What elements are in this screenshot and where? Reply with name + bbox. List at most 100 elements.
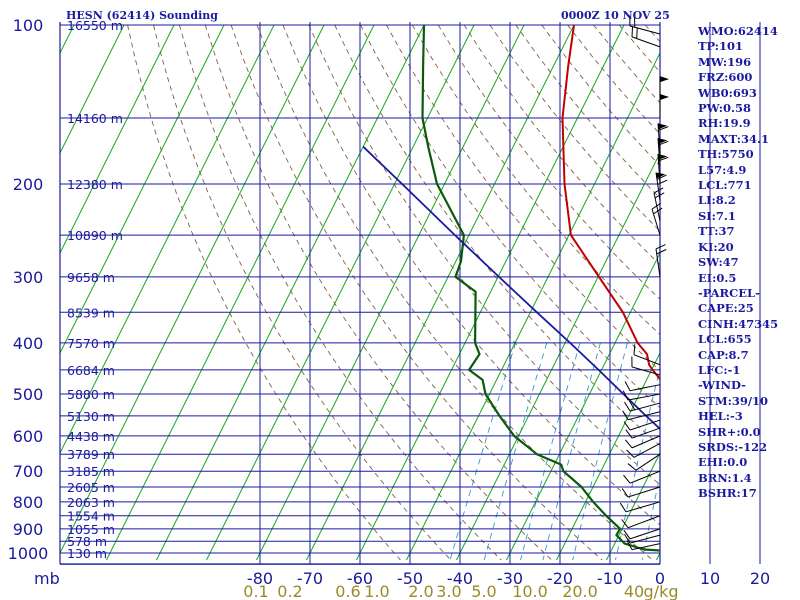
temperature-tick-label: -80	[247, 569, 273, 588]
wind-barb-feather	[624, 401, 631, 412]
height-label: 6684 m	[67, 363, 115, 378]
pressure-tick-label: 300	[13, 268, 44, 287]
temperature-tick-label: -10	[597, 569, 623, 588]
height-label: 10890 m	[67, 228, 123, 243]
temperature-tick-label: -40	[447, 569, 473, 588]
height-label: 130 m	[67, 546, 107, 561]
wind-barb-shaft	[629, 419, 661, 431]
index-line: KI:20	[698, 239, 734, 254]
dry-adiabats	[127, 24, 800, 563]
mixing-ratio-label: 1.0	[364, 582, 389, 600]
isotherm	[105, 24, 375, 560]
isotherm	[305, 24, 575, 560]
wind-barb	[622, 390, 661, 401]
wind-barb	[624, 400, 661, 412]
isotherm	[255, 24, 525, 560]
isotherm	[355, 24, 625, 560]
wind-barb-feather	[628, 400, 636, 411]
wind-barb-feather	[626, 449, 635, 458]
wind-barb-shaft	[629, 384, 661, 392]
pressure-grid	[59, 22, 761, 565]
wind-barb	[622, 410, 661, 421]
temperature-tick-label: 20	[750, 569, 770, 588]
temperature-tick-label: -70	[297, 569, 323, 588]
height-label: 3789 m	[67, 447, 115, 462]
index-line: MAXT:34.1	[698, 131, 769, 146]
wind-barb-feather	[624, 439, 633, 449]
wind-barb-feather	[622, 390, 629, 401]
mixing-ratio-line	[520, 342, 581, 560]
wind-barb-feather	[624, 381, 631, 391]
height-label: 5130 m	[67, 409, 115, 424]
wind-barb	[657, 138, 669, 167]
index-line: SW:47	[698, 255, 739, 270]
wind-barb-feather	[621, 519, 629, 529]
wind-barb-shaft	[633, 354, 661, 366]
mixing-ratio-label: g/kg	[644, 582, 679, 600]
mixing-ratio-line	[542, 342, 601, 560]
wind-barb	[624, 435, 661, 449]
height-label: 4438 m	[67, 429, 115, 444]
dry-adiabat	[153, 24, 452, 560]
pressure-unit-label: mb	[34, 569, 60, 588]
wind-barb-shaft	[625, 501, 661, 513]
index-line: LCL:655	[698, 332, 752, 347]
wind-barb-feather	[619, 502, 627, 513]
wind-barb-feather	[658, 126, 669, 131]
index-line: BRN:1.4	[698, 470, 752, 485]
wind-barb	[655, 172, 668, 201]
mixing-ratio-label: 5.0	[471, 582, 496, 600]
wind-barb-shaft	[629, 470, 661, 484]
wind-barb-shaft	[635, 453, 661, 471]
wind-barb	[626, 442, 661, 458]
wind-barb-shaft	[657, 138, 661, 167]
dry-adiabat	[775, 25, 800, 563]
mixing-ratio-label: 0.1	[243, 582, 268, 600]
wind-barb-shaft	[627, 486, 661, 498]
wind-barbs	[619, 15, 669, 551]
index-line: WB0:693	[698, 85, 757, 100]
isotherm	[455, 151, 660, 560]
index-line: EHI:0.0	[698, 455, 748, 470]
pressure-tick-label: 800	[13, 493, 44, 512]
index-line: TH:5750	[698, 147, 754, 162]
index-line: WMO:62414	[698, 24, 778, 38]
stability-indices-panel: WMO:62414 TP:101 MW:196 FRZ:600 WB0:693 PW:0.…	[698, 24, 778, 502]
mixing-ratio-label: 3.0	[436, 582, 461, 600]
isotherm	[405, 51, 660, 560]
index-line: MW:196	[698, 54, 752, 69]
wind-barb-feather	[658, 140, 669, 146]
wind-barb-shaft	[627, 515, 661, 529]
wind-barb-feather	[626, 540, 633, 550]
isotherm	[60, 24, 225, 355]
wind-barb	[619, 501, 661, 513]
wind-barb-shaft	[629, 402, 661, 412]
wind-barb-feather	[633, 344, 636, 355]
isotherm	[60, 24, 325, 555]
temperature-tick-label: -20	[547, 569, 573, 588]
pressure-tick-label: 700	[13, 462, 44, 481]
height-label: 16550 m	[67, 18, 123, 33]
wind-barb-pennant	[656, 172, 666, 179]
mixing-ratio-label: 10.0	[512, 582, 548, 600]
wind-barb	[626, 540, 661, 551]
height-label: 12380 m	[67, 177, 123, 192]
wind-barb-shaft	[629, 534, 661, 544]
dry-adiabat	[127, 24, 401, 560]
wind-barb-feather	[625, 429, 633, 439]
height-label: 7570 m	[67, 336, 115, 351]
wind-barb-feather	[631, 26, 634, 37]
wind-barb-feather	[653, 187, 664, 194]
station-title: HESN (62414) Sounding	[66, 9, 218, 22]
isotherm	[505, 251, 660, 560]
wind-barb	[623, 528, 661, 540]
temperature-tick-label: -30	[497, 569, 523, 588]
wind-barb-feather	[656, 174, 667, 180]
height-label: 14160 m	[67, 111, 123, 126]
isotherm	[155, 24, 425, 560]
wind-barb	[629, 15, 661, 35]
isotherm	[60, 24, 175, 255]
pressure-tick-label: 400	[13, 334, 44, 353]
